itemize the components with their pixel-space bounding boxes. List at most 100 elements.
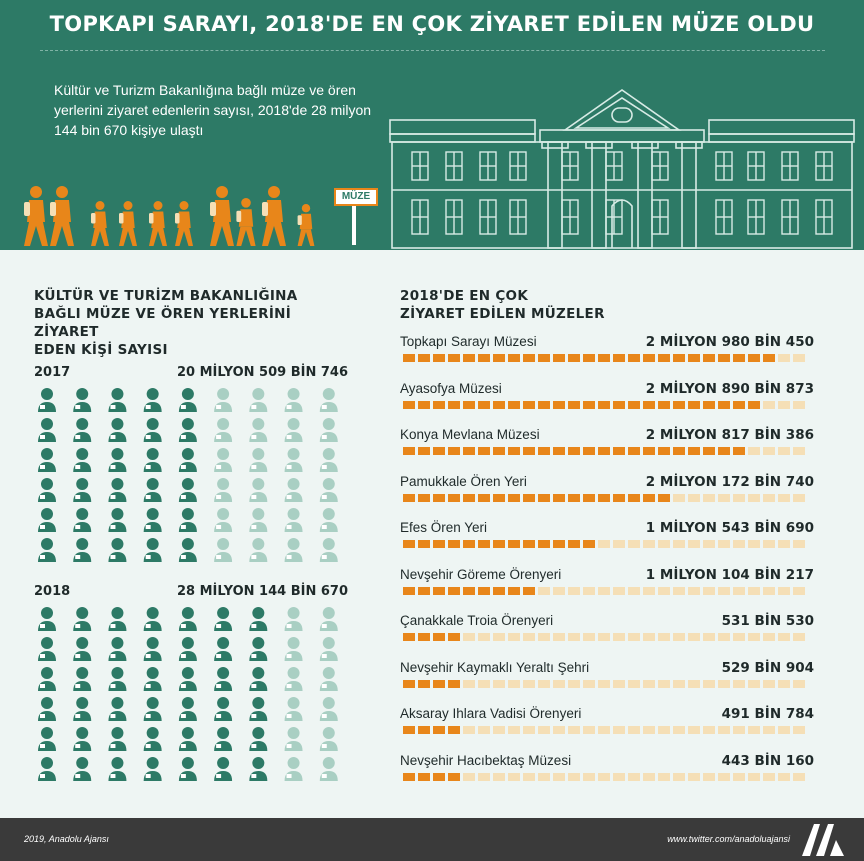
bar-segment-empty — [763, 493, 775, 502]
visitor-icon-filled — [143, 667, 162, 691]
visitor-icon-empty — [284, 637, 303, 661]
visitor-icon-filled — [73, 667, 92, 691]
bar-segment-empty — [733, 540, 745, 548]
visitor-icon-filled — [214, 757, 233, 781]
bar-segment-filled — [733, 354, 745, 362]
visitor-icon-filled — [178, 727, 197, 751]
museum-value: 491 BİN 784 — [721, 706, 814, 722]
museum-building-illustration — [389, 89, 855, 249]
museum-row: Ayasofya Müzesi 2 MİLYON 890 BİN 873 — [400, 381, 814, 425]
bar-segment-filled — [628, 354, 640, 362]
visitor-icon-filled — [178, 508, 197, 532]
bar-segment-empty — [568, 586, 580, 595]
visitor-icon-filled — [73, 538, 92, 562]
visitor-icon-filled — [73, 478, 92, 502]
bar-segment-filled — [748, 354, 760, 362]
bar-segment-empty — [778, 540, 790, 548]
bar-segment-filled — [433, 679, 445, 688]
visitor-icon-empty — [319, 727, 338, 751]
visitor-icon-empty — [319, 637, 338, 661]
bar-segment-empty — [733, 586, 745, 595]
museum-bar — [403, 772, 805, 781]
bar-segment-empty — [568, 633, 580, 641]
bar-segment-filled — [583, 400, 595, 409]
bar-segment-filled — [523, 447, 535, 455]
bar-segment-filled — [463, 586, 475, 595]
bar-segment-empty — [583, 586, 595, 595]
visitor-icon-filled — [73, 448, 92, 472]
visitor-icon-filled — [249, 607, 268, 631]
bar-segment-empty — [628, 772, 640, 781]
visitor-icon-empty — [284, 538, 303, 562]
bar-segment-empty — [703, 633, 715, 641]
bar-segment-empty — [568, 772, 580, 781]
bar-segment-empty — [718, 493, 730, 502]
visitor-icon-empty — [249, 478, 268, 502]
museum-row: Çanakkale Troia Örenyeri 531 BİN 530 — [400, 613, 814, 657]
bar-segment-filled — [478, 586, 490, 595]
bar-segment-empty — [538, 679, 550, 688]
bar-segment-empty — [463, 633, 475, 641]
visitor-icon-filled — [249, 697, 268, 721]
visitor-icon-empty — [319, 607, 338, 631]
walking-person-icon — [175, 201, 193, 246]
bar-segment-empty — [538, 586, 550, 595]
bar-segment-filled — [493, 354, 505, 362]
visitor-icon-filled — [108, 607, 127, 631]
visitor-icon-filled — [143, 538, 162, 562]
bar-segment-filled — [643, 354, 655, 362]
visitor-icon-empty — [214, 508, 233, 532]
bar-segment-empty — [613, 726, 625, 734]
bar-segment-filled — [733, 447, 745, 455]
visitor-icon-filled — [143, 637, 162, 661]
bar-segment-filled — [493, 540, 505, 548]
bar-segment-filled — [403, 679, 415, 688]
bar-segment-filled — [658, 400, 670, 409]
bar-segment-empty — [493, 633, 505, 641]
visitor-icon-filled — [143, 388, 162, 412]
bar-segment-empty — [523, 679, 535, 688]
bar-segment-empty — [658, 540, 670, 548]
bar-segment-filled — [508, 493, 520, 502]
bar-segment-empty — [553, 772, 565, 781]
bar-segment-empty — [733, 493, 745, 502]
bar-segment-empty — [673, 679, 685, 688]
bar-segment-filled — [448, 679, 460, 688]
right-title-line: ZİYARET EDİLEN MÜZELER — [400, 306, 605, 322]
museum-name: Topkapı Sarayı Müzesi — [400, 334, 537, 349]
bar-segment-filled — [628, 447, 640, 455]
bar-segment-filled — [418, 400, 430, 409]
bar-segment-filled — [418, 679, 430, 688]
visitor-icon-filled — [178, 418, 197, 442]
bar-segment-empty — [793, 493, 805, 502]
visitor-icon-filled — [143, 508, 162, 532]
footer-twitter-link[interactable]: www.twitter.com/anadoluajansi — [667, 834, 790, 844]
bar-segment-filled — [733, 400, 745, 409]
bar-segment-filled — [718, 354, 730, 362]
bar-segment-filled — [433, 633, 445, 641]
bar-segment-empty — [778, 726, 790, 734]
footer-credit: 2019, Anadolu Ajansı — [24, 834, 109, 844]
museum-value: 531 BİN 530 — [721, 613, 814, 629]
museum-bar — [403, 679, 805, 688]
bar-segment-filled — [748, 400, 760, 409]
bar-segment-filled — [433, 540, 445, 548]
intro-text: Kültür ve Turizm Bakanlığına bağlı müze … — [54, 82, 372, 138]
bar-segment-empty — [793, 772, 805, 781]
bar-segment-filled — [523, 400, 535, 409]
bar-segment-empty — [553, 726, 565, 734]
visitor-icon-empty — [319, 478, 338, 502]
visitor-icon-empty — [214, 388, 233, 412]
bar-segment-filled — [598, 447, 610, 455]
visitor-icon-filled — [178, 667, 197, 691]
right-title-line: 2018'DE EN ÇOK — [400, 288, 529, 304]
bar-segment-filled — [463, 493, 475, 502]
bar-segment-empty — [673, 633, 685, 641]
bar-segment-empty — [793, 633, 805, 641]
bar-segment-empty — [613, 679, 625, 688]
bar-segment-empty — [688, 679, 700, 688]
bar-segment-empty — [643, 679, 655, 688]
bar-segment-empty — [748, 540, 760, 548]
bar-segment-filled — [538, 447, 550, 455]
icon-grid-2017 — [38, 388, 338, 562]
